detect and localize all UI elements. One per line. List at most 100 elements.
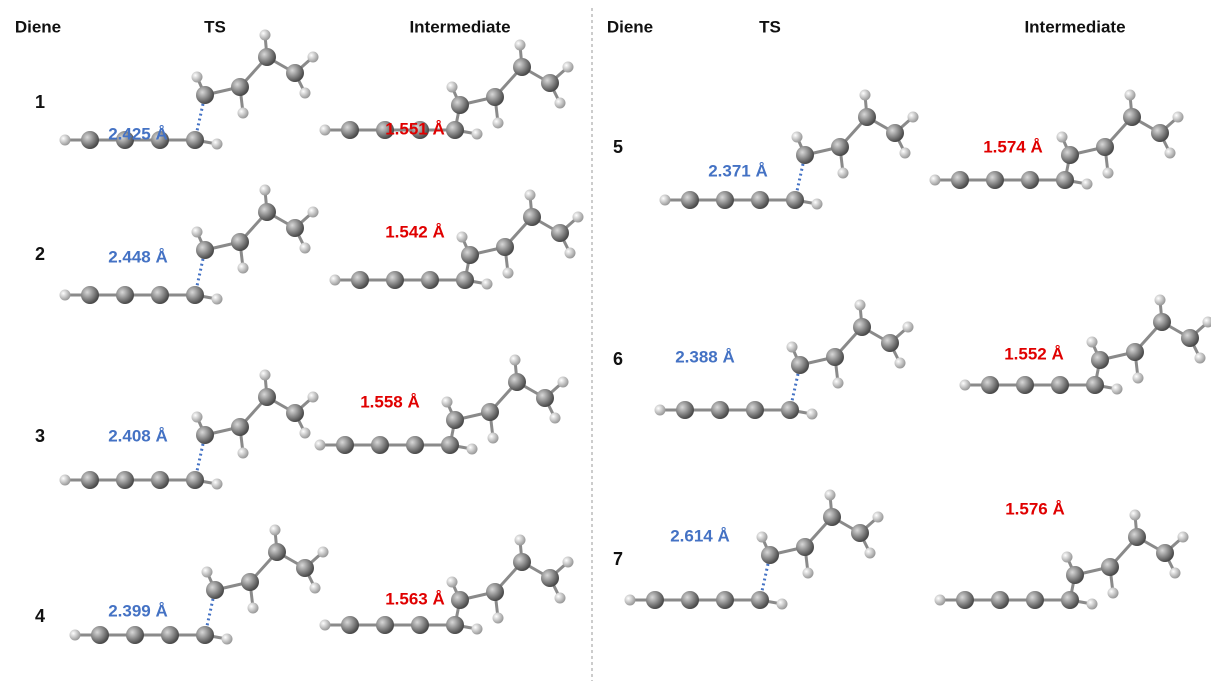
hydrogen-atom	[855, 300, 866, 311]
hydrogen-atom	[192, 412, 203, 423]
hydrogen-atom	[315, 440, 326, 451]
diene-label: 4	[35, 606, 45, 626]
hydrogen-atom	[812, 199, 823, 210]
carbon-atom	[1086, 376, 1104, 394]
molecule	[935, 510, 1189, 610]
hydrogen-atom	[558, 377, 569, 388]
carbon-atom	[268, 543, 286, 561]
hydrogen-atom	[1165, 148, 1176, 159]
carbon-atom	[508, 373, 526, 391]
carbon-atom	[441, 436, 459, 454]
hydrogen-atom	[563, 62, 574, 73]
carbon-atom	[681, 591, 699, 609]
carbon-atom	[336, 436, 354, 454]
carbon-atom	[823, 508, 841, 526]
hydrogen-atom	[803, 568, 814, 579]
carbon-atom	[716, 191, 734, 209]
hydrogen-atom	[192, 72, 203, 83]
intermediate-distance: 1.542 Å	[385, 222, 445, 241]
hydrogen-atom	[320, 125, 331, 136]
hydrogen-atom	[1178, 532, 1189, 543]
hydrogen-atom	[1170, 568, 1181, 579]
carbon-atom	[341, 121, 359, 139]
hydrogen-atom	[60, 475, 71, 486]
carbon-atom	[258, 203, 276, 221]
hydrogen-atom	[488, 433, 499, 444]
carbon-atom	[796, 146, 814, 164]
hydrogen-atom	[865, 548, 876, 559]
ts-distance: 2.614 Å	[670, 526, 730, 545]
carbon-atom	[286, 404, 304, 422]
carbon-atom	[258, 48, 276, 66]
header: TS	[204, 17, 226, 36]
hydrogen-atom	[510, 355, 521, 366]
hydrogen-atom	[212, 479, 223, 490]
carbon-atom	[1153, 313, 1171, 331]
hydrogen-atom	[935, 595, 946, 606]
carbon-atom	[1101, 558, 1119, 576]
carbon-atom	[681, 191, 699, 209]
hydrogen-atom	[457, 232, 468, 243]
hydrogen-atom	[320, 620, 331, 631]
carbon-atom	[646, 591, 664, 609]
carbon-atom	[376, 616, 394, 634]
carbon-atom	[746, 401, 764, 419]
carbon-atom	[81, 286, 99, 304]
intermediate-distance: 1.563 Å	[385, 589, 445, 608]
carbon-atom	[1128, 528, 1146, 546]
hydrogen-atom	[908, 112, 919, 123]
molecule	[320, 40, 574, 140]
hydrogen-atom	[825, 490, 836, 501]
carbon-atom	[196, 426, 214, 444]
carbon-atom	[676, 401, 694, 419]
carbon-atom	[1066, 566, 1084, 584]
carbon-atom	[791, 356, 809, 374]
molecule	[960, 295, 1211, 395]
header: Diene	[607, 17, 653, 36]
diene-label: 6	[613, 349, 623, 369]
diene-label: 2	[35, 244, 45, 264]
carbon-atom	[91, 626, 109, 644]
hydrogen-atom	[60, 135, 71, 146]
molecule	[930, 90, 1184, 190]
hydrogen-atom	[1112, 384, 1123, 395]
hydrogen-atom	[238, 263, 249, 274]
hydrogen-atom	[1155, 295, 1166, 306]
carbon-atom	[1051, 376, 1069, 394]
diene-label: 1	[35, 92, 45, 112]
carbon-atom	[451, 96, 469, 114]
molecule	[315, 355, 569, 455]
hydrogen-atom	[248, 603, 259, 614]
ts-distance: 2.408 Å	[108, 426, 168, 445]
ts-distance: 2.399 Å	[108, 601, 168, 620]
carbon-atom	[496, 238, 514, 256]
carbon-atom	[411, 616, 429, 634]
carbon-atom	[486, 88, 504, 106]
carbon-atom	[1026, 591, 1044, 609]
header: Intermediate	[409, 17, 510, 36]
hydrogen-atom	[792, 132, 803, 143]
hydrogen-atom	[300, 428, 311, 439]
hydrogen-atom	[1087, 337, 1098, 348]
carbon-atom	[231, 233, 249, 251]
hydrogen-atom	[525, 190, 536, 201]
hydrogen-atom	[222, 634, 233, 645]
carbon-atom	[826, 348, 844, 366]
hydrogen-atom	[565, 248, 576, 259]
hydrogen-atom	[318, 547, 329, 558]
intermediate-distance: 1.558 Å	[360, 392, 420, 411]
carbon-atom	[486, 583, 504, 601]
carbon-atom	[451, 591, 469, 609]
hydrogen-atom	[472, 129, 483, 140]
header: TS	[759, 17, 781, 36]
carbon-atom	[241, 573, 259, 591]
hydrogen-atom	[503, 268, 514, 279]
header: Intermediate	[1024, 17, 1125, 36]
carbon-atom	[536, 389, 554, 407]
carbon-atom	[796, 538, 814, 556]
hydrogen-atom	[308, 52, 319, 63]
carbon-atom	[851, 524, 869, 542]
carbon-atom	[1096, 138, 1114, 156]
carbon-atom	[196, 626, 214, 644]
carbon-atom	[231, 418, 249, 436]
